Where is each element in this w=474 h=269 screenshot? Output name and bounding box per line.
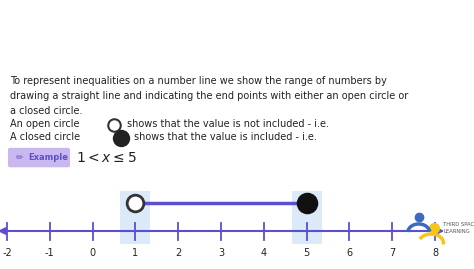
Text: 2: 2 xyxy=(175,249,182,259)
Text: A closed circle: A closed circle xyxy=(10,132,80,142)
Text: 0: 0 xyxy=(90,249,96,259)
Text: 5: 5 xyxy=(303,249,310,259)
Text: An open circle: An open circle xyxy=(10,119,80,129)
Text: 6: 6 xyxy=(346,249,353,259)
Text: -1: -1 xyxy=(45,249,55,259)
Text: $1 < x \leq 5$: $1 < x \leq 5$ xyxy=(76,151,137,165)
Text: -2: -2 xyxy=(2,249,12,259)
Text: a closed circle.: a closed circle. xyxy=(10,106,82,116)
Text: Example: Example xyxy=(28,153,68,162)
Text: ✏: ✏ xyxy=(16,153,24,162)
Text: 8: 8 xyxy=(432,249,438,259)
Text: Inequalities on a Number Line: Inequalities on a Number Line xyxy=(9,19,327,38)
Text: THIRD SPACE
LEARNING: THIRD SPACE LEARNING xyxy=(443,222,474,234)
Bar xyxy=(292,190,321,243)
Text: To represent inequalities on a number line we show the range of numbers by: To represent inequalities on a number li… xyxy=(10,76,387,86)
Text: drawing a straight line and indicating the end points with either an open circle: drawing a straight line and indicating t… xyxy=(10,91,408,101)
Text: 3: 3 xyxy=(218,249,224,259)
Text: 1: 1 xyxy=(132,249,138,259)
FancyBboxPatch shape xyxy=(8,148,70,167)
Text: 4: 4 xyxy=(261,249,267,259)
Bar xyxy=(120,190,150,243)
Text: 7: 7 xyxy=(389,249,395,259)
Text: shows that the value is not included - i.e.: shows that the value is not included - i… xyxy=(127,119,329,129)
Text: shows that the value is included - i.e.: shows that the value is included - i.e. xyxy=(134,132,317,142)
